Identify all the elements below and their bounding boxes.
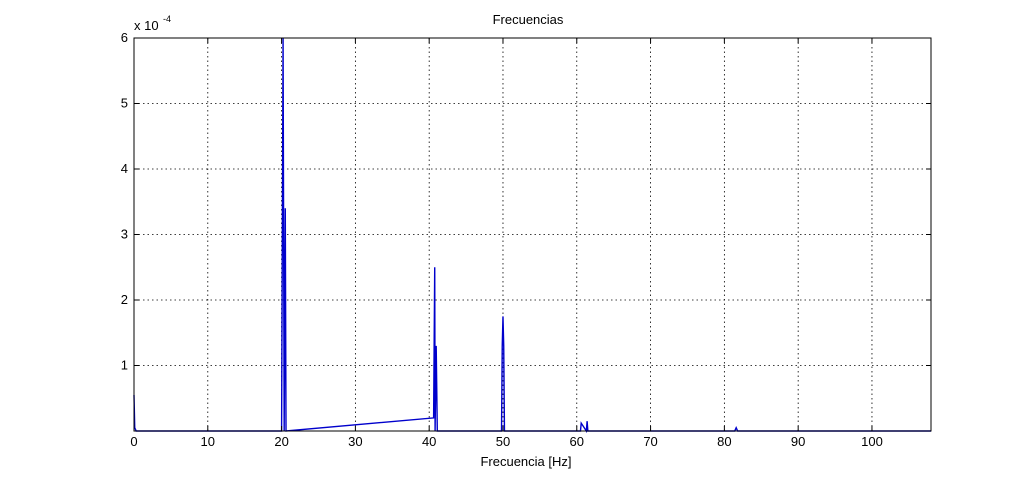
x-tick-label: 10 [201, 434, 215, 449]
y-scale-exponent: x 10 [134, 18, 159, 33]
y-tick-label: 4 [121, 161, 128, 176]
x-tick-label: 40 [422, 434, 436, 449]
y-tick-label: 3 [121, 227, 128, 242]
x-tick-labels: 0 10 20 30 40 50 60 70 80 90 100 [130, 434, 882, 449]
y-tick-labels: 1 2 3 4 5 6 [121, 30, 128, 373]
x-tick-label: 90 [791, 434, 805, 449]
y-tick-label: 2 [121, 292, 128, 307]
x-axis-label: Frecuencia [Hz] [480, 454, 571, 469]
x-tick-label: 30 [348, 434, 362, 449]
y-tick-label: 6 [121, 30, 128, 45]
x-tick-label: 100 [861, 434, 883, 449]
plot-area [134, 38, 931, 431]
x-tick-label: 50 [496, 434, 510, 449]
tick-marks [133, 37, 931, 431]
x-tick-label: 0 [130, 434, 137, 449]
x-tick-label: 70 [643, 434, 657, 449]
y-tick-label: 5 [121, 96, 128, 111]
y-tick-label: 1 [121, 358, 128, 373]
y-scale-exponent-power: -4 [163, 14, 171, 24]
x-tick-label: 20 [274, 434, 288, 449]
x-tick-label: 80 [717, 434, 731, 449]
x-tick-label: 60 [570, 434, 584, 449]
chart-title: Frecuencias [493, 12, 564, 27]
